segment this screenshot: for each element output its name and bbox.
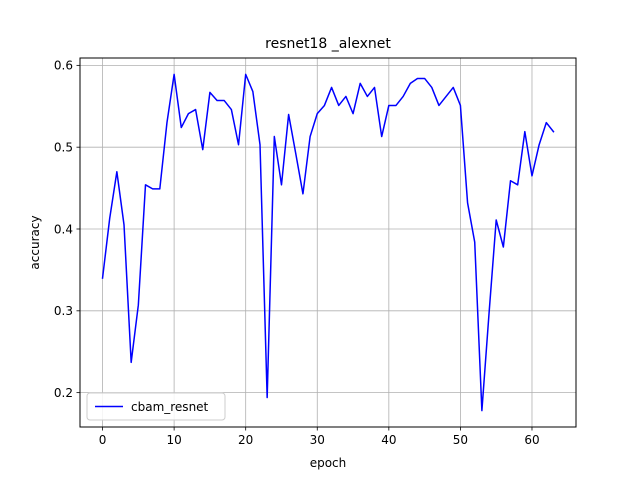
chart-title: resnet18 _alexnet [265,36,391,52]
y-tick-label: 0.5 [54,140,73,154]
plot-frame [79,57,577,428]
y-tick-label: 0.6 [54,59,73,73]
x-tick-label: 10 [166,433,181,447]
y-axis-label: accuracy [28,215,42,269]
y-axis: 0.2 0.3 0.4 0.5 0.6 [54,59,80,400]
x-tick-label: 60 [524,433,539,447]
series-layer [101,73,555,412]
legend: cbam_resnet [86,392,226,421]
y-tick-label: 0.2 [54,386,73,400]
series-line-cbam-resnet [101,73,555,412]
x-axis: 0 10 20 30 40 50 60 [99,427,540,447]
x-axis-label: epoch [310,456,347,470]
x-tick-label: 0 [99,433,107,447]
y-tick-label: 0.4 [54,222,73,236]
x-tick-label: 40 [381,433,396,447]
legend-label-cbam-resnet: cbam_resnet [131,400,209,414]
legend-box [86,392,226,421]
x-tick-label: 50 [453,433,468,447]
y-tick-label: 0.3 [54,304,73,318]
x-tick-label: 20 [238,433,253,447]
x-tick-label: 30 [310,433,325,447]
